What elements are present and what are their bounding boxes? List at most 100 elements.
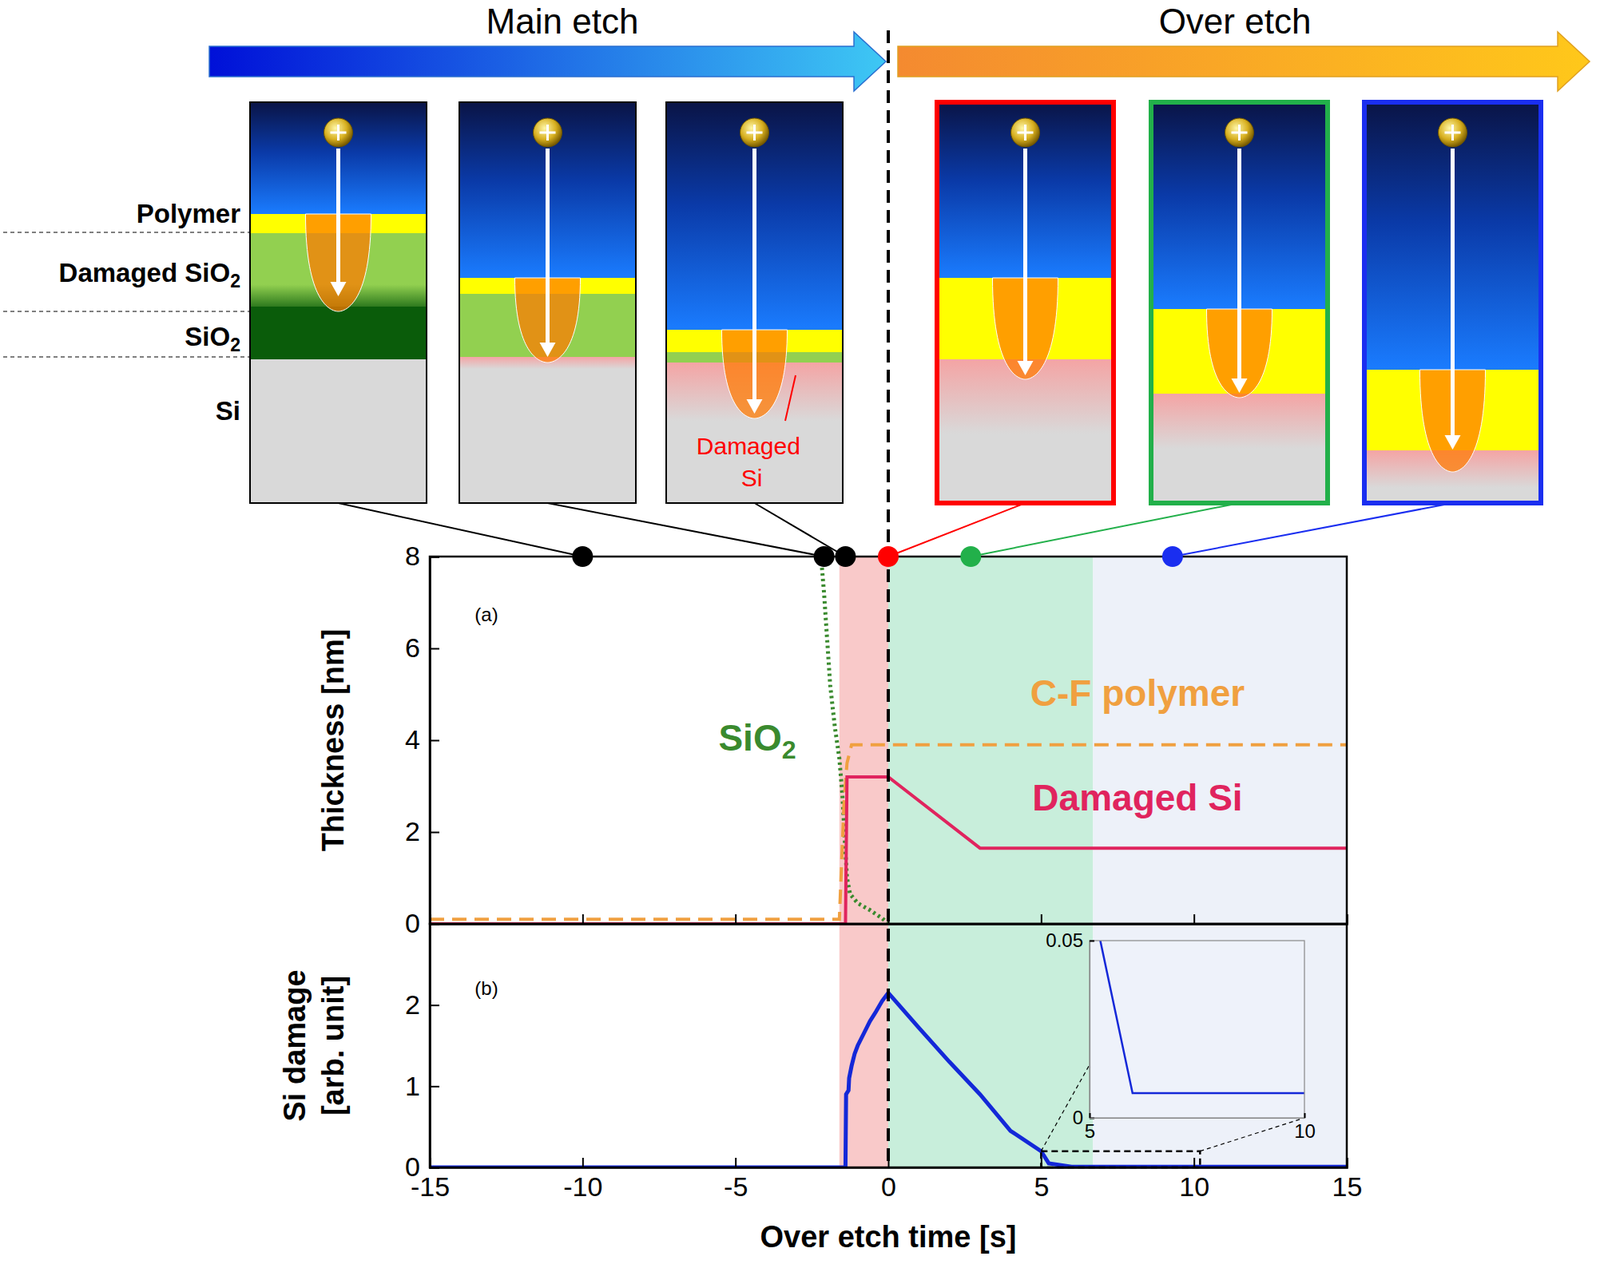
tick-label: 15 — [1332, 1171, 1363, 1203]
ion — [324, 118, 354, 147]
phase-arrow — [897, 31, 1590, 92]
ion-path — [752, 148, 757, 403]
tick: -10 — [563, 1158, 603, 1203]
ion-path — [1023, 148, 1028, 365]
series-label: SiO2 — [718, 717, 796, 765]
schematic: Damaged Si — [250, 102, 1541, 504]
tick-mark — [429, 1158, 432, 1168]
ion-path — [1237, 148, 1242, 382]
zoom-box — [1040, 1151, 1200, 1168]
tick-label: 0 — [404, 908, 421, 939]
snapshot-marker — [960, 546, 981, 568]
panel-frame — [459, 102, 636, 504]
zoom-connector — [1199, 1118, 1305, 1152]
tick-mark — [1346, 914, 1349, 925]
tick: -5 — [723, 1158, 748, 1203]
subscript: 2 — [230, 270, 241, 292]
tick-mark — [429, 648, 440, 651]
tick-label: 2 — [404, 816, 421, 847]
snapshot-marker — [1162, 546, 1184, 568]
tick-mark — [734, 1158, 737, 1168]
figure: Main etchOver etchDamaged SiPolymerDamag… — [0, 0, 1600, 1268]
tick — [1346, 914, 1348, 925]
ion-arrowhead — [746, 399, 763, 414]
ion — [740, 118, 770, 147]
ion-plus — [546, 124, 549, 141]
layer-label: Si — [215, 396, 241, 426]
phase-arrows: Main etch Over etch — [209, 1, 1590, 92]
text-part: SiO — [184, 321, 231, 352]
tick-mark — [582, 914, 584, 925]
tick-mark — [429, 740, 440, 743]
tick: 8 — [404, 540, 440, 572]
axis-title: [arb. unit] — [316, 976, 350, 1116]
tick-mark — [429, 832, 440, 834]
snapshot-marker — [834, 546, 856, 568]
ion-path — [545, 148, 550, 346]
callout-line: Damaged — [696, 432, 807, 460]
subscript: 2 — [230, 334, 241, 356]
phase-boundary — [886, 30, 890, 1168]
axis-title: Over etch time [s] — [760, 1220, 1017, 1255]
snapshot-connector — [338, 503, 584, 557]
tick-label: 0.05 — [1045, 929, 1084, 952]
layer — [250, 359, 427, 504]
series-line — [1089, 940, 1305, 1119]
tick: 1 — [404, 1071, 440, 1102]
layer-divider — [3, 356, 251, 358]
tick: 15 — [1332, 1158, 1363, 1203]
layer — [1151, 393, 1328, 504]
tick: 2 — [404, 989, 440, 1021]
inset-marks — [1089, 940, 1305, 1119]
layer — [459, 357, 636, 504]
schematic-panel — [1364, 102, 1541, 504]
ion — [1011, 118, 1041, 147]
text-part: Damaged SiO — [59, 258, 231, 288]
tick — [1040, 914, 1042, 925]
tick-label: 2 — [404, 989, 421, 1021]
snapshot-connector — [888, 503, 1026, 557]
tick-mark — [1193, 914, 1196, 925]
tick-label: -10 — [563, 1171, 603, 1203]
ion — [1438, 118, 1468, 147]
ion-path — [1450, 148, 1455, 439]
tick-mark — [429, 1004, 440, 1007]
layer — [936, 359, 1114, 504]
phase-label: Main etch — [486, 1, 640, 41]
tick: 6 — [404, 632, 440, 664]
phase-arrow — [209, 31, 886, 92]
tick-mark — [1346, 1158, 1349, 1168]
snapshot-connector — [970, 503, 1239, 557]
panel-frame — [666, 102, 843, 504]
ion — [1225, 118, 1255, 147]
inset-y-axis: 00.05 — [1045, 929, 1095, 1129]
tick — [582, 914, 584, 925]
tick-mark — [1040, 914, 1043, 925]
text-part: SiO — [718, 717, 782, 759]
layer-label: Damaged SiO2 — [59, 258, 241, 292]
inset-frame — [1089, 940, 1305, 1119]
axis-title: Thickness [nm] — [316, 629, 350, 853]
tick-label: 0 — [881, 1171, 897, 1203]
tick-label: -15 — [410, 1171, 450, 1203]
callout-label: Damaged Si — [696, 432, 807, 492]
panel-frame — [1151, 102, 1328, 504]
panel-label: (a) — [474, 603, 498, 626]
tick-mark — [1089, 940, 1095, 943]
tick-mark — [1304, 1113, 1307, 1119]
schematic-panel — [250, 102, 427, 504]
layer-label: SiO2 — [184, 321, 241, 356]
tick-label: 4 — [404, 724, 421, 755]
panel-frame — [250, 102, 427, 504]
ion — [533, 118, 563, 147]
layer-divider — [3, 310, 251, 312]
phase-label: Over etch — [1159, 1, 1312, 41]
tick-mark — [429, 914, 432, 925]
tick-mark — [1193, 1158, 1196, 1168]
schematic-panel — [459, 102, 636, 504]
tick-mark — [734, 914, 737, 925]
callout-leader — [785, 375, 796, 421]
ion-arrowhead — [330, 281, 347, 297]
axis-line — [1090, 941, 1096, 1120]
phase-region — [1092, 556, 1347, 925]
